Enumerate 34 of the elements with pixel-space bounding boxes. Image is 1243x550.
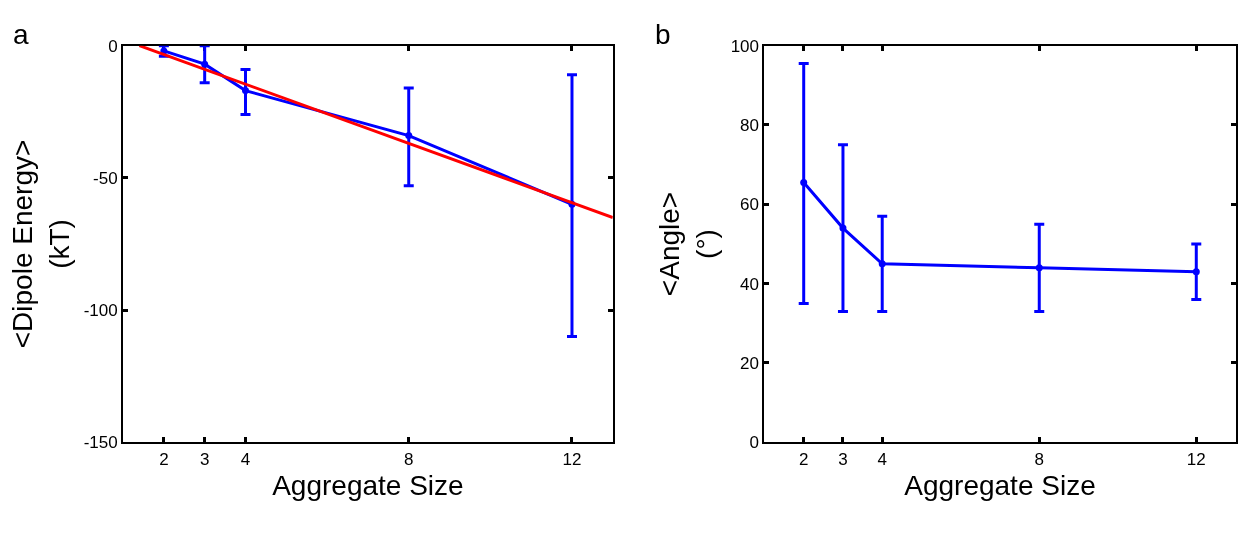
x-axis-title: Aggregate Size [272, 470, 464, 502]
text: a [13, 19, 29, 50]
x-tick-label: 4 [240, 449, 251, 469]
point [839, 224, 847, 232]
x-tick-label: 12 [562, 449, 582, 469]
y-tick-label: 0 [749, 433, 760, 453]
point [1192, 268, 1200, 276]
x-tick-label: 3 [838, 449, 848, 469]
point [800, 178, 808, 186]
point [201, 60, 209, 68]
y-tick-label: 100 [730, 36, 760, 56]
x-tick-label: 8 [404, 449, 414, 469]
y-tick-label: 40 [740, 274, 760, 294]
point [878, 260, 886, 268]
x-axis-title: Aggregate Size [904, 470, 1096, 502]
x-tick-label: 4 [877, 449, 887, 469]
point [1035, 264, 1043, 272]
y-axis-title: <Angle> (°) [654, 191, 722, 297]
point [405, 132, 413, 140]
x-tick-label: 12 [1186, 449, 1206, 469]
y-tick-label: 60 [740, 195, 760, 215]
text: b [655, 19, 671, 50]
y-tick-label: 0 [108, 36, 118, 56]
x-tick-label: 3 [199, 449, 210, 469]
point [242, 87, 249, 95]
y-tick-label: -100 [83, 301, 118, 321]
x-tick-label: 2 [159, 449, 169, 469]
y-tick-label: -50 [93, 168, 118, 188]
y-axis-title: <Dipole Energy> (kT) [7, 139, 75, 349]
y-tick-label: -150 [83, 433, 118, 453]
x-tick-label: 2 [798, 449, 809, 469]
y-tick-label: 20 [740, 353, 760, 373]
y-tick-label: 80 [740, 115, 760, 135]
x-tick-label: 8 [1034, 449, 1044, 469]
